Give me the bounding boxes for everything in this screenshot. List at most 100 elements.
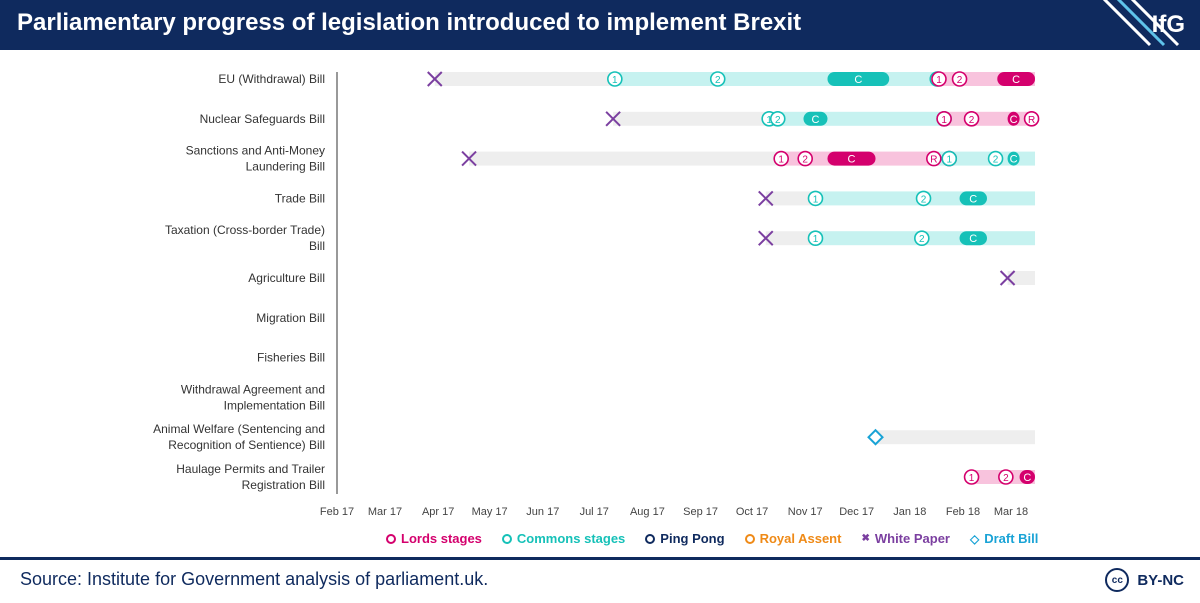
stage-marker-label: 2 bbox=[715, 75, 721, 86]
x-tick-label: Sep 17 bbox=[683, 506, 718, 518]
bill-label: Laundering Bill bbox=[246, 160, 325, 174]
bill-label: Withdrawal Agreement and bbox=[181, 382, 325, 396]
stage-bar bbox=[1007, 271, 1036, 285]
stage-marker-label: R bbox=[1028, 115, 1035, 126]
stage-marker bbox=[807, 190, 824, 207]
stage-bar bbox=[765, 231, 816, 246]
stage-marker bbox=[607, 71, 623, 87]
committee-label: C bbox=[1010, 114, 1018, 126]
white-paper-marker bbox=[427, 71, 443, 87]
stage-bar bbox=[944, 111, 1036, 126]
committee-pill bbox=[827, 151, 876, 166]
committee-pill bbox=[1007, 111, 1020, 126]
legend-item: Lords stages bbox=[386, 531, 482, 546]
white-paper-marker bbox=[758, 230, 774, 246]
stage-marker bbox=[941, 150, 958, 167]
white-paper-stroke bbox=[999, 270, 1016, 286]
white-paper-stroke bbox=[758, 230, 774, 246]
draft-bill-marker bbox=[867, 428, 884, 446]
timeline-chart: Feb 17 Mar 17 Apr 17 May 17 Jun 17 Jul 17 Aug … bbox=[153, 71, 1040, 518]
x-tick-label: Apr 17 bbox=[422, 506, 454, 518]
stage-marker-label: 1 bbox=[941, 115, 947, 126]
committee-pill bbox=[997, 72, 1036, 86]
stage-marker bbox=[709, 71, 726, 87]
stage-marker bbox=[1023, 111, 1040, 127]
x-tick-label: Aug 17 bbox=[630, 506, 665, 518]
diamond-icon: ◇ bbox=[969, 531, 980, 546]
ifg-logo: IfG bbox=[1090, 0, 1200, 50]
stage-marker bbox=[915, 190, 932, 207]
stage-marker-label: 1 bbox=[612, 75, 618, 86]
bill-label: Taxation (Cross-border Trade) bbox=[165, 223, 325, 237]
header-bar: Parliamentary progress of legislation in… bbox=[0, 0, 1200, 50]
stage-marker bbox=[951, 71, 968, 87]
stage-marker-label: 2 bbox=[969, 115, 975, 126]
stage-marker-label: 1 bbox=[778, 155, 784, 166]
committee-label: C bbox=[1010, 154, 1018, 166]
license-label: BY-NC bbox=[1137, 571, 1184, 589]
x-tick-label: May 17 bbox=[472, 506, 508, 518]
stage-marker bbox=[931, 71, 947, 87]
x-tick-label: Jul 17 bbox=[580, 506, 609, 518]
stage-bar bbox=[469, 151, 782, 166]
committee-pill bbox=[827, 72, 890, 86]
chart-title: Parliamentary progress of legislation in… bbox=[17, 9, 802, 36]
stage-bar bbox=[875, 430, 1036, 445]
committee-label: C bbox=[969, 233, 977, 245]
white-paper-stroke bbox=[605, 111, 621, 127]
bill-label: Bill bbox=[309, 239, 325, 253]
stage-marker-label: 2 bbox=[921, 194, 927, 205]
white-paper-marker bbox=[605, 111, 621, 127]
stage-marker bbox=[936, 111, 952, 127]
cc-icon: cc bbox=[1105, 568, 1130, 592]
x-tick-label: Dec 17 bbox=[839, 506, 874, 518]
legend-label: Commons stages bbox=[516, 531, 626, 546]
white-paper-stroke bbox=[461, 150, 477, 167]
stage-marker-label: 1 bbox=[969, 473, 975, 484]
stage-marker bbox=[807, 230, 824, 246]
logo-text: IfG bbox=[1151, 11, 1185, 38]
logo-stripes bbox=[1102, 0, 1180, 47]
legend-label: Draft Bill bbox=[984, 531, 1039, 546]
white-paper-marker bbox=[461, 150, 477, 167]
license-badge: cc BY-NC bbox=[1105, 568, 1184, 592]
footer-divider bbox=[0, 557, 1200, 560]
stage-marker bbox=[914, 230, 930, 246]
committee-pill bbox=[1019, 470, 1036, 484]
cross-icon: ✖ bbox=[861, 533, 870, 544]
stage-marker bbox=[773, 150, 789, 167]
stage-marker-label: 2 bbox=[1003, 473, 1009, 484]
stage-bar bbox=[434, 72, 615, 86]
legend-item: Royal Assent bbox=[744, 531, 841, 546]
bill-label: Haulage Permits and Trailer bbox=[176, 462, 325, 476]
bill-label: Recognition of Sentience) Bill bbox=[168, 438, 325, 452]
stage-marker-label: 1 bbox=[813, 194, 819, 205]
committee-label: C bbox=[969, 193, 977, 205]
stage-bar bbox=[769, 111, 945, 126]
stage-marker bbox=[963, 469, 980, 485]
white-paper-marker bbox=[999, 270, 1016, 286]
white-paper-stroke bbox=[427, 71, 443, 87]
legend-label: White Paper bbox=[874, 531, 950, 546]
committee-pill bbox=[959, 191, 987, 206]
white-paper-marker bbox=[758, 190, 774, 207]
circle-icon bbox=[386, 533, 396, 544]
bill-label: Sanctions and Anti-Money bbox=[186, 144, 325, 158]
bill-label: Registration Bill bbox=[242, 478, 325, 492]
stage-bar bbox=[765, 191, 816, 206]
x-tick-label: Mar 18 bbox=[994, 506, 1028, 518]
stage-marker-label: 1 bbox=[813, 234, 819, 245]
legend-item: ◇ Draft Bill bbox=[970, 531, 1038, 546]
stage-bar bbox=[614, 72, 939, 86]
stage-marker-label: 2 bbox=[775, 115, 781, 126]
bill-label: Nuclear Safeguards Bill bbox=[200, 112, 325, 126]
committee-pill bbox=[959, 231, 987, 246]
stage-marker-label: 1 bbox=[936, 75, 942, 86]
stage-marker-label: 2 bbox=[919, 234, 925, 245]
committee-pill bbox=[803, 111, 828, 126]
bill-label: Animal Welfare (Sentencing and bbox=[153, 422, 325, 436]
circle-icon bbox=[645, 533, 656, 544]
committee-label: C bbox=[1023, 472, 1031, 484]
committee-label: C bbox=[848, 154, 856, 166]
x-tick-label: Jan 18 bbox=[893, 506, 926, 518]
